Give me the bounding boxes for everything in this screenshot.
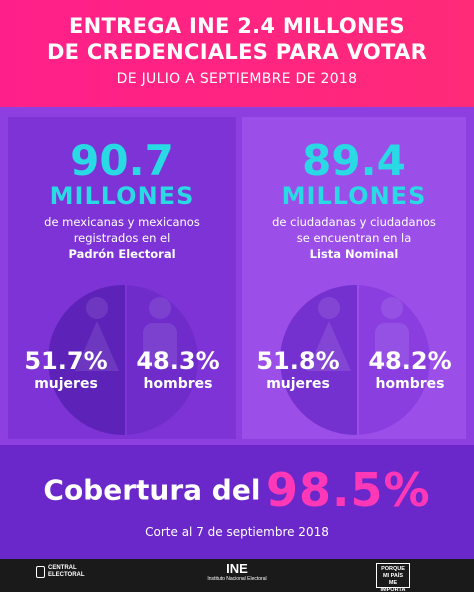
lista-desc-line-2: se encuentran en la bbox=[296, 231, 412, 245]
slogan-line-1: PORQUE bbox=[381, 566, 405, 572]
padron-men-percent: 48.3% bbox=[136, 347, 220, 375]
lista-women-percent: 51.8% bbox=[256, 347, 340, 375]
padron-women-half bbox=[48, 285, 125, 435]
ine-logo: INE Instituto Nacional Electoral bbox=[195, 562, 279, 583]
lista-men-half bbox=[359, 285, 430, 435]
padron-description: de mexicanas y mexicanos registrados en … bbox=[8, 214, 236, 262]
ine-logo-text: INE bbox=[226, 561, 248, 576]
padron-women-label: mujeres bbox=[34, 376, 98, 392]
headline-line-2: DE CREDENCIALES PARA VOTAR bbox=[46, 40, 428, 64]
coverage-value: 98.5% bbox=[266, 463, 431, 517]
padron-men-half bbox=[127, 285, 198, 435]
slogan-line-3: ME IMPORTA bbox=[380, 580, 406, 592]
header-banner: ENTREGA INE 2.4 MILLONES DE CREDENCIALES… bbox=[0, 0, 474, 107]
padron-men-label: hombres bbox=[143, 376, 213, 392]
man-body-icon bbox=[143, 323, 177, 367]
slogan-line-2: MI PAÍS bbox=[382, 573, 404, 579]
ballot-icon bbox=[36, 566, 45, 578]
central-electoral-line-2: ELECTORAL bbox=[48, 572, 85, 578]
lista-unit: MILLONES bbox=[281, 182, 427, 210]
stats-section: 90.7 MILLONES de mexicanas y mexicanos r… bbox=[0, 107, 474, 445]
man-body-icon bbox=[375, 323, 409, 367]
woman-head-icon bbox=[86, 297, 108, 319]
lista-women-label: mujeres bbox=[266, 376, 330, 392]
lista-men-percent: 48.2% bbox=[368, 347, 452, 375]
lista-number: 89.4 bbox=[302, 136, 406, 185]
lista-desc-line-1: de ciudadanas y ciudadanos bbox=[272, 215, 436, 229]
footer-bar: CENTRAL ELECTORAL INE Instituto Nacional… bbox=[0, 559, 474, 592]
padron-women-percent: 51.7% bbox=[24, 347, 108, 375]
headline-date-range: DE JULIO A SEPTIEMBRE DE 2018 bbox=[116, 71, 358, 87]
coverage-headline: Cobertura del 98.5% bbox=[0, 463, 474, 517]
padron-number: 90.7 bbox=[70, 136, 174, 185]
man-head-icon bbox=[149, 297, 171, 319]
porque-mi-pais-logo: PORQUE MI PAÍS ME IMPORTA bbox=[376, 563, 410, 592]
coverage-section: Cobertura del 98.5% Corte al 7 de septie… bbox=[0, 445, 474, 559]
padron-desc-line-3: Padrón Electoral bbox=[68, 247, 176, 261]
lista-desc-line-3: Lista Nominal bbox=[309, 247, 399, 261]
padron-unit: MILLONES bbox=[49, 182, 195, 210]
lista-description: de ciudadanas y ciudadanos se encuentran… bbox=[242, 214, 466, 262]
padron-gender-circle bbox=[48, 285, 198, 435]
woman-head-icon bbox=[318, 297, 340, 319]
lista-men-label: hombres bbox=[375, 376, 445, 392]
central-electoral-line-1: CENTRAL bbox=[48, 565, 77, 571]
lista-gender-circle bbox=[280, 285, 430, 435]
lista-women-half bbox=[280, 285, 357, 435]
ine-logo-subtitle: Instituto Nacional Electoral bbox=[207, 576, 267, 582]
padron-desc-line-1: de mexicanas y mexicanos bbox=[44, 215, 200, 229]
man-head-icon bbox=[381, 297, 403, 319]
padron-panel: 90.7 MILLONES de mexicanas y mexicanos r… bbox=[8, 117, 236, 439]
cutoff-note: Corte al 7 de septiembre 2018 bbox=[145, 525, 329, 539]
headline-line-1: ENTREGA INE 2.4 MILLONES bbox=[69, 14, 405, 38]
coverage-label: Cobertura del bbox=[43, 473, 261, 507]
padron-desc-line-2: registrados en el bbox=[73, 231, 171, 245]
lista-panel: 89.4 MILLONES de ciudadanas y ciudadanos… bbox=[242, 117, 466, 439]
woman-body-icon bbox=[307, 321, 351, 371]
woman-body-icon bbox=[75, 321, 119, 371]
central-electoral-logo: CENTRAL ELECTORAL bbox=[36, 565, 85, 579]
